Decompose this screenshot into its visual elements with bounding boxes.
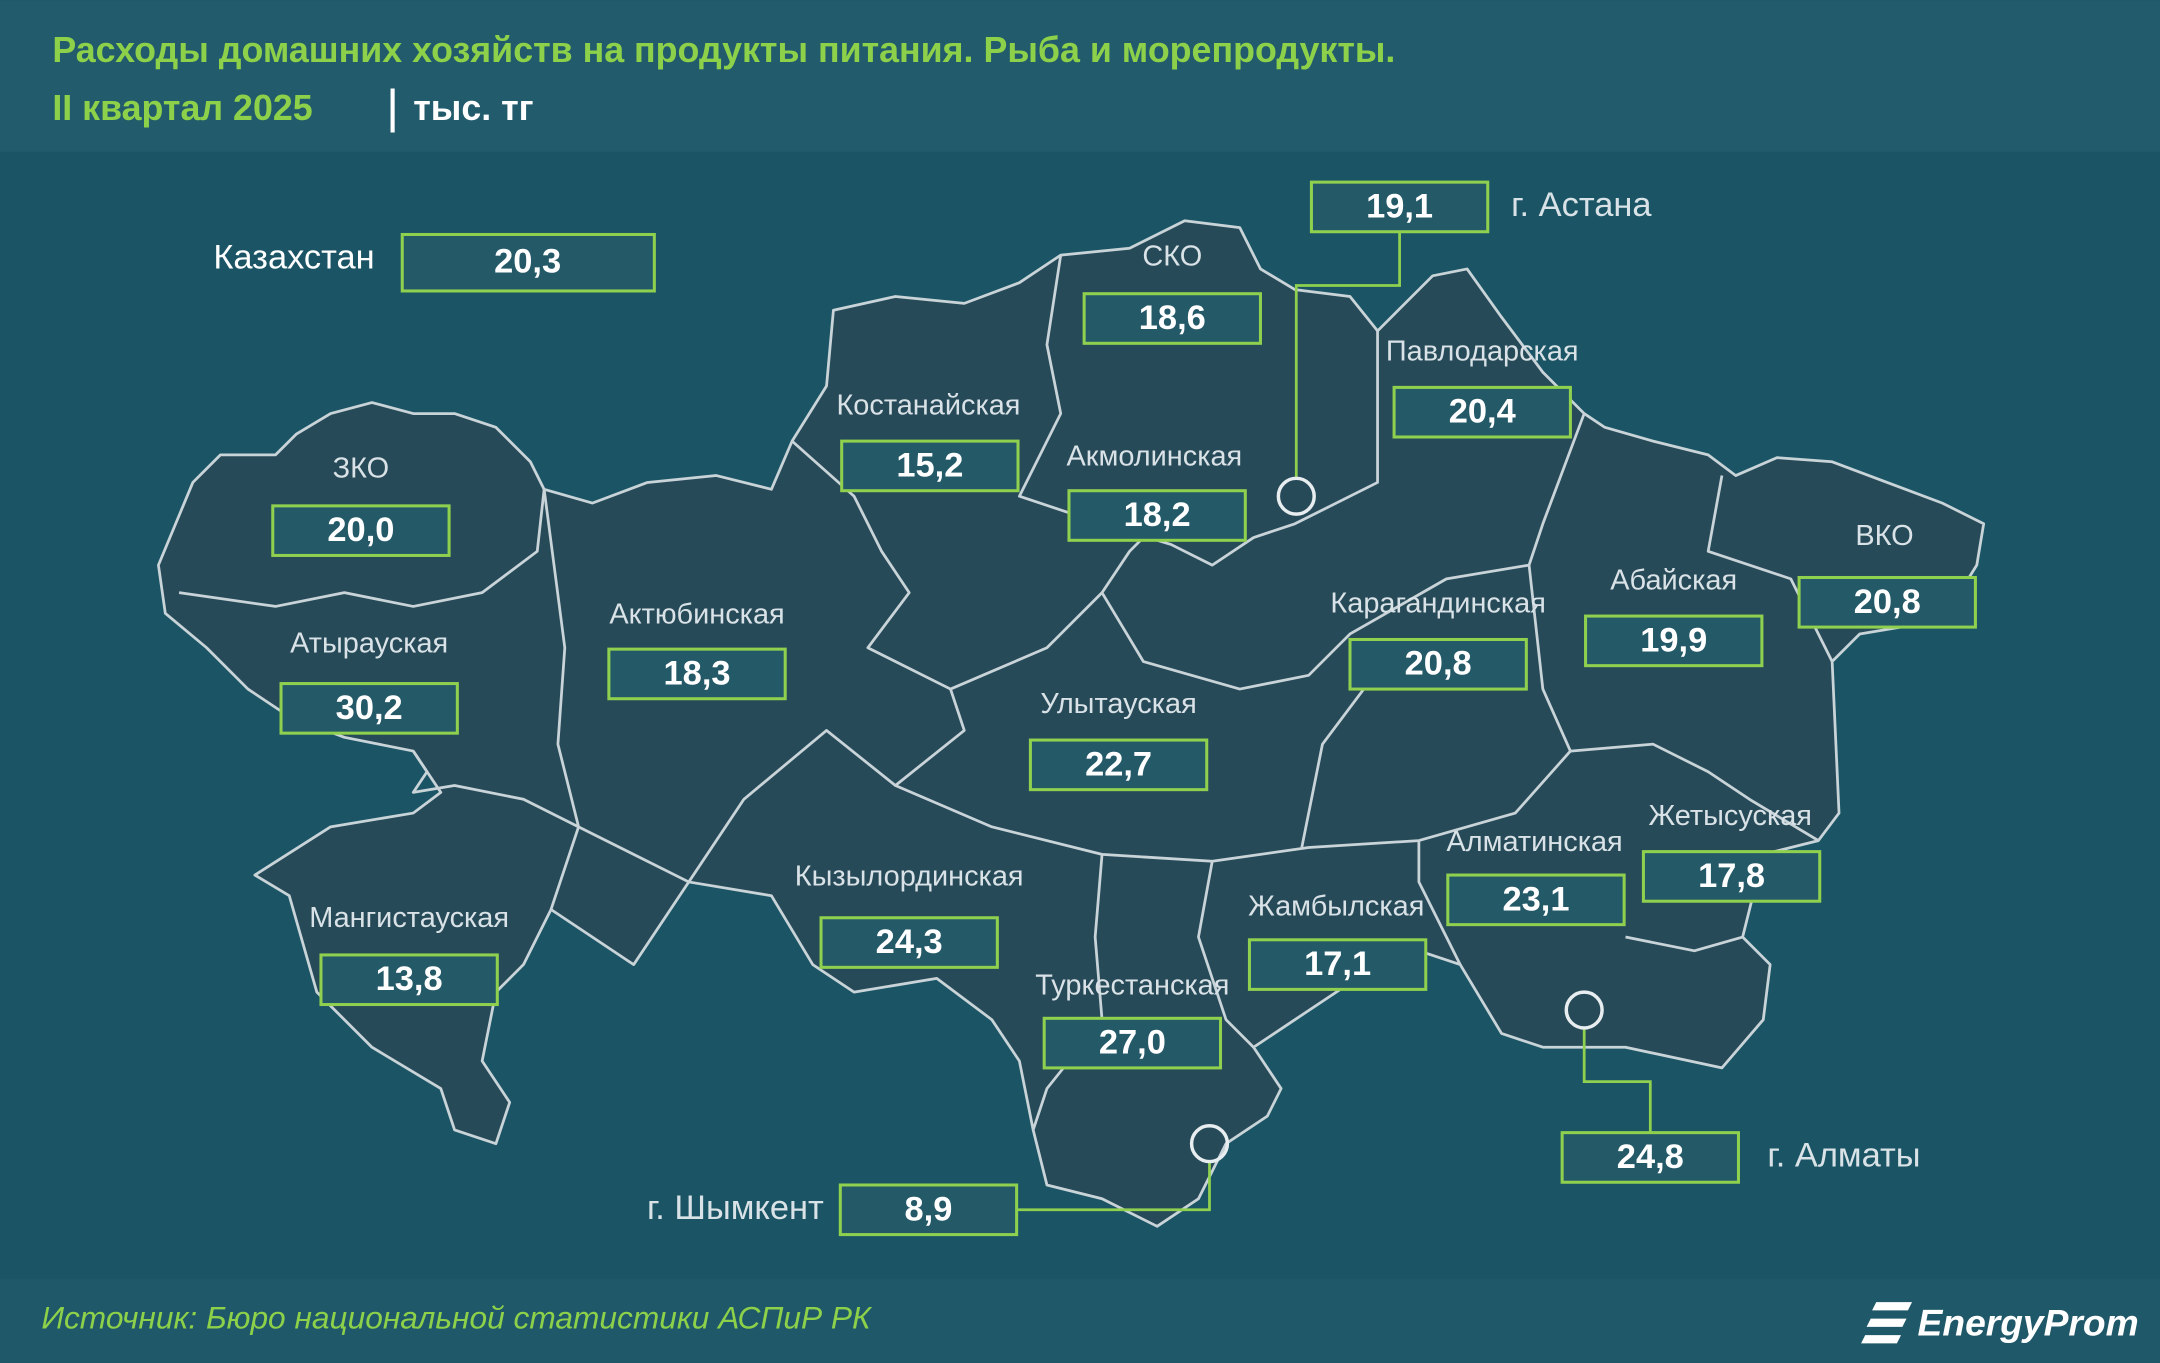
- region-name: Жетысуская: [1648, 800, 1812, 832]
- logo-mark: [1861, 1302, 1913, 1344]
- region-name: Павлодарская: [1386, 336, 1579, 368]
- region-name: Кызылординская: [795, 860, 1024, 892]
- region-name: СКО: [1142, 241, 1202, 273]
- city-pin: [1276, 476, 1316, 516]
- city-value: 19,1: [1366, 187, 1433, 225]
- region-value: 23,1: [1502, 880, 1569, 918]
- region-name: Алматинская: [1446, 826, 1622, 858]
- region-border: [1625, 935, 1743, 953]
- region-name: Мангистауская: [309, 902, 509, 934]
- region-name: ЗКО: [333, 453, 389, 485]
- city-name: г. Шымкент: [647, 1189, 824, 1227]
- region-value: 20,8: [1405, 645, 1472, 683]
- region-name: Карагандинская: [1330, 588, 1545, 620]
- value-box: [1042, 1016, 1223, 1070]
- region-border: [1100, 413, 1586, 691]
- region-name: Актюбинская: [609, 599, 784, 631]
- region-name: Абайская: [1610, 564, 1737, 596]
- value-box: [1797, 575, 1977, 629]
- value-box: [840, 439, 1020, 493]
- region-value: 20,8: [1854, 583, 1921, 621]
- logo-text: EnergyProm: [1918, 1301, 2139, 1343]
- region-name: Туркестанская: [1035, 969, 1229, 1001]
- region-border: [542, 489, 580, 828]
- value-box: [1560, 1131, 1740, 1184]
- region-value: 24,3: [876, 923, 943, 961]
- country-name: Казахстан: [213, 238, 374, 276]
- region-value: 20,0: [327, 511, 394, 549]
- region-value: 18,6: [1139, 299, 1206, 337]
- region-value: 18,2: [1124, 496, 1191, 534]
- connector: [1016, 1162, 1211, 1212]
- city-value: 8,9: [905, 1190, 953, 1228]
- value-box: [1348, 637, 1528, 691]
- value-box: [319, 953, 499, 1007]
- region-value: 17,1: [1304, 945, 1371, 983]
- source: Источник: Бюро национальной статистики А…: [41, 1299, 873, 1335]
- region-value: 30,2: [336, 689, 403, 727]
- value-box: [279, 682, 459, 735]
- region-border: [1570, 742, 1820, 842]
- city-value: 24,8: [1617, 1138, 1684, 1176]
- region-value: 13,8: [376, 960, 443, 998]
- region-name: ВКО: [1855, 520, 1913, 552]
- country-value: 20,3: [494, 243, 561, 281]
- region-value: 22,7: [1085, 745, 1152, 783]
- value-box: [271, 504, 451, 557]
- value-box: [1067, 489, 1247, 542]
- value-box: [1446, 873, 1626, 927]
- value-box: [1584, 614, 1764, 668]
- value-box: [1392, 385, 1572, 439]
- region-border: [894, 564, 1572, 863]
- region-value: 19,9: [1640, 621, 1707, 659]
- logo: EnergyProm: [1861, 1301, 2139, 1344]
- region-border: [1197, 861, 1255, 1049]
- city-name: г. Алматы: [1767, 1137, 1920, 1175]
- value-box: [607, 647, 787, 701]
- connector: [1294, 231, 1401, 477]
- region-value: 20,4: [1449, 393, 1516, 431]
- region-border: [1417, 840, 1462, 966]
- footer-band: [0, 1278, 2160, 1363]
- period: II квартал 2025: [52, 88, 312, 128]
- value-box: [1641, 850, 1822, 903]
- value-box: [838, 1183, 1019, 1237]
- region-name: Акмолинская: [1067, 440, 1243, 472]
- connector: [1582, 1029, 1652, 1133]
- region-border: [577, 688, 966, 884]
- region-name: Атырауская: [290, 628, 448, 660]
- title: Расходы домашних хозяйств на продукты пи…: [52, 30, 1395, 70]
- header-band: [0, 0, 2160, 152]
- region-value: 18,3: [664, 654, 731, 692]
- value-box: [1028, 738, 1209, 792]
- region-border: [178, 489, 546, 608]
- city-pin: [1564, 990, 1604, 1030]
- region-border: [1300, 688, 1365, 848]
- connectors: [1016, 231, 1652, 1212]
- region-name: Костанайская: [836, 389, 1020, 421]
- region-border: [1018, 254, 1379, 567]
- labels: СКО 18,6 Костанайская 15,2 Акмолинская 18,2 Па…: [271, 180, 1977, 1237]
- value-box: [400, 232, 656, 293]
- region-name: Жамбылская: [1248, 891, 1424, 923]
- value-box: [1247, 938, 1428, 991]
- unit: тыс. тг: [413, 88, 533, 128]
- value-box: [1082, 292, 1262, 345]
- value-box: [819, 916, 999, 969]
- city-name: г. Астана: [1511, 186, 1652, 224]
- region-name: Улытауская: [1040, 688, 1196, 720]
- city-pin: [1189, 1124, 1230, 1164]
- value-box: [1309, 180, 1490, 234]
- region-border: [791, 440, 1159, 691]
- region-value: 17,8: [1698, 857, 1765, 895]
- region-value: 27,0: [1099, 1024, 1166, 1062]
- region-value: 15,2: [896, 446, 963, 484]
